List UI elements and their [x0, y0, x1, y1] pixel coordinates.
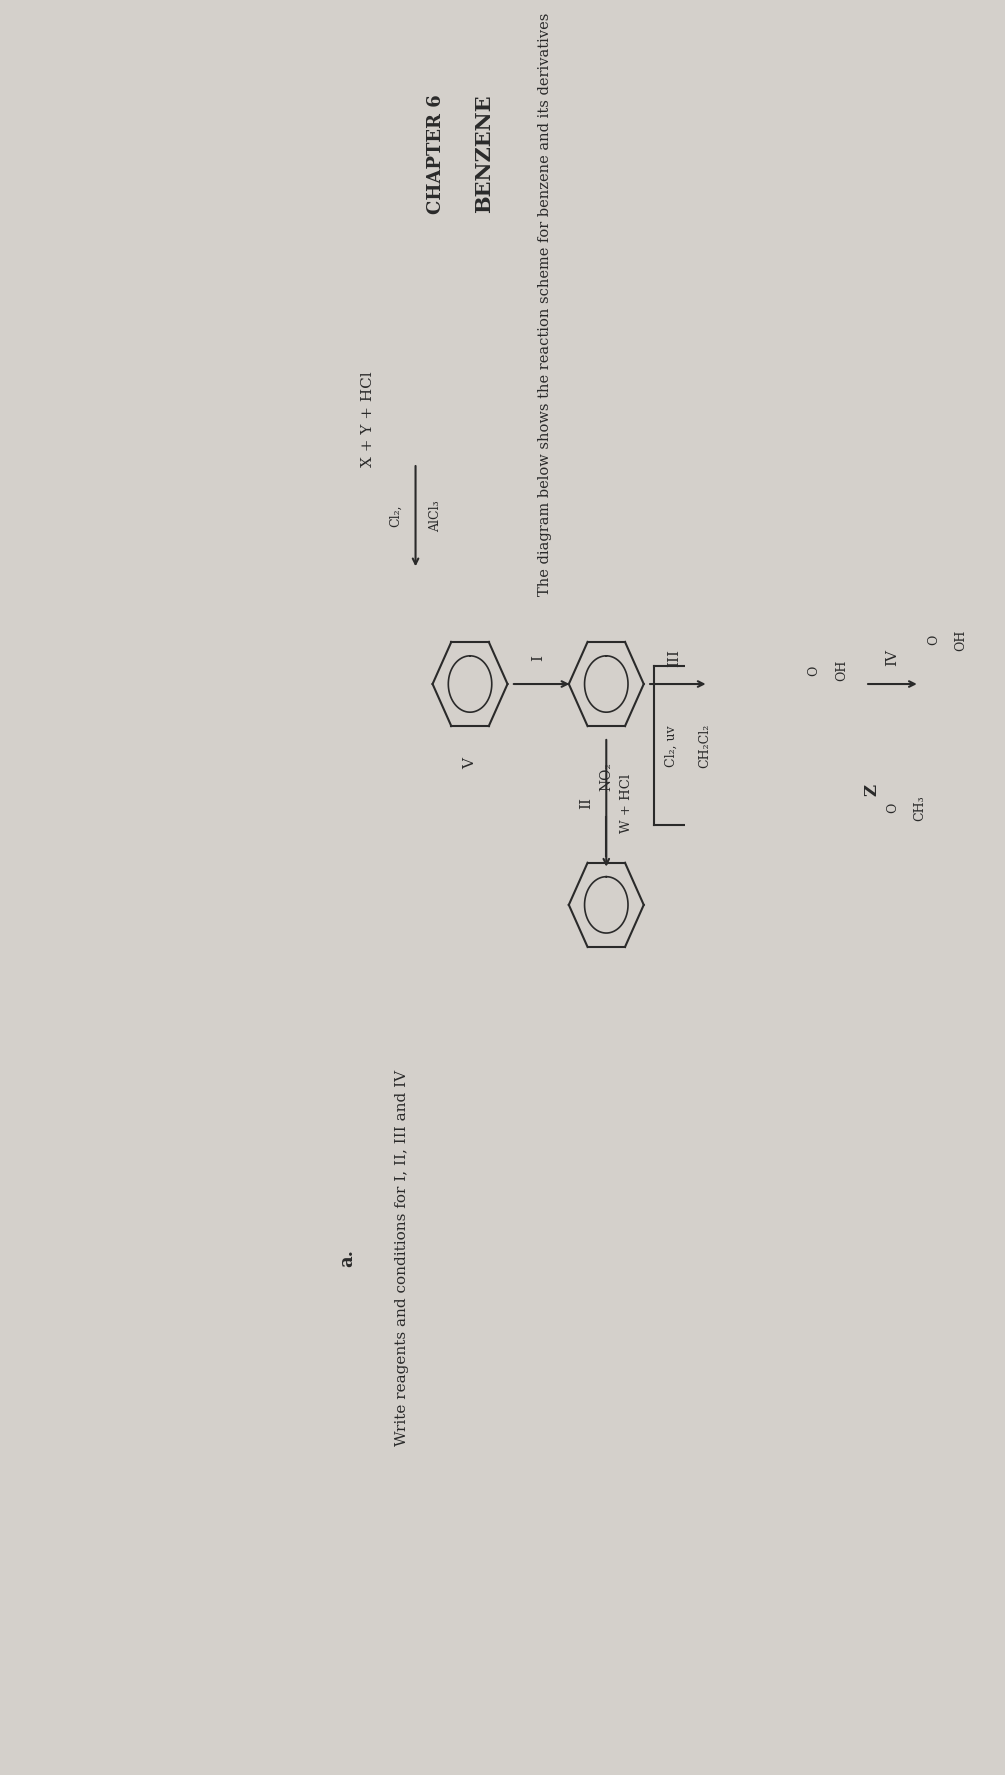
Text: BENZENE: BENZENE [473, 94, 493, 213]
Text: O: O [808, 666, 820, 676]
Text: NO₂: NO₂ [599, 761, 613, 792]
Text: X + Y + HCl: X + Y + HCl [361, 371, 375, 467]
Text: I: I [532, 655, 545, 660]
Text: CH₂Cl₂: CH₂Cl₂ [698, 724, 712, 769]
Text: V: V [463, 758, 477, 769]
Text: II: II [579, 797, 593, 809]
Text: III: III [667, 648, 681, 667]
Text: O: O [927, 635, 940, 644]
Text: CH₃: CH₃ [914, 795, 927, 820]
Text: Cl₂, uv: Cl₂, uv [664, 724, 677, 767]
Text: O: O [885, 802, 898, 813]
Text: The diagram below shows the reaction scheme for benzene and its derivatives: The diagram below shows the reaction sch… [538, 12, 552, 596]
Text: CHAPTER 6: CHAPTER 6 [427, 94, 445, 213]
Text: OH: OH [954, 628, 967, 650]
Text: Z: Z [863, 785, 880, 795]
Text: W + HCl: W + HCl [620, 774, 633, 832]
Text: AlCl₃: AlCl₃ [429, 501, 442, 532]
Text: IV: IV [885, 650, 899, 666]
Text: Write reagents and conditions for I, II, III and IV: Write reagents and conditions for I, II,… [395, 1070, 409, 1447]
Text: OH: OH [835, 660, 848, 682]
Text: a.: a. [339, 1250, 357, 1267]
Text: Cl₂,: Cl₂, [389, 504, 402, 527]
